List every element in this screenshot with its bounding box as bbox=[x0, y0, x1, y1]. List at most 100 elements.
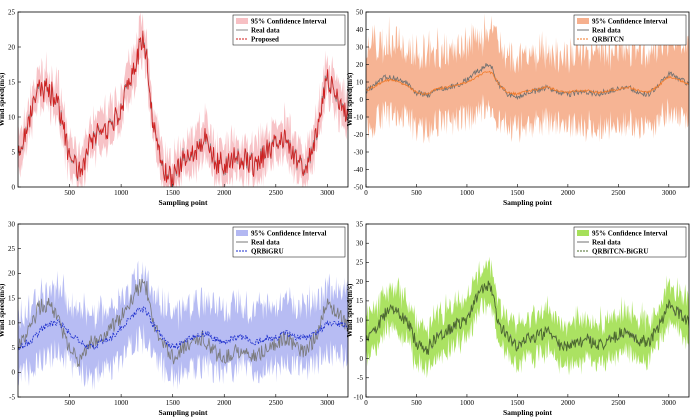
y-tick-label: 5 bbox=[360, 336, 364, 344]
prediction-line bbox=[366, 70, 689, 97]
y-tick-label: 5 bbox=[12, 344, 16, 352]
x-tick-label: 3000 bbox=[662, 189, 677, 197]
confidence-band bbox=[366, 256, 689, 379]
x-tick-label: 2000 bbox=[561, 399, 576, 407]
x-tick-label: 2000 bbox=[561, 189, 576, 197]
y-tick-label: 0 bbox=[12, 183, 16, 191]
x-axis-label: Sampling point bbox=[503, 198, 552, 207]
x-tick-label: 1500 bbox=[510, 399, 525, 407]
legend-swatch-band bbox=[577, 230, 589, 236]
legend-entry: QRBiTCN-BiGRU bbox=[592, 248, 648, 256]
legend-box bbox=[232, 14, 346, 46]
legend-box bbox=[573, 226, 687, 258]
y-tick-label: 20 bbox=[8, 43, 16, 51]
x-tick-label: 0 bbox=[364, 399, 368, 407]
x-tick-label: 2000 bbox=[217, 189, 232, 197]
x-tick-label: 1000 bbox=[114, 189, 129, 197]
x-tick-label: 1000 bbox=[460, 189, 475, 197]
y-tick-label: 50 bbox=[356, 8, 364, 16]
prediction-line bbox=[366, 280, 689, 355]
y-tick-label: 15 bbox=[356, 297, 364, 305]
x-tick-label: 1500 bbox=[166, 189, 181, 197]
y-tick-label: 0 bbox=[360, 355, 364, 363]
prediction-line bbox=[18, 30, 348, 187]
x-tick-label: 3000 bbox=[320, 189, 335, 197]
legend-entry: Real data bbox=[592, 239, 621, 247]
x-axis-label: Sampling point bbox=[159, 198, 208, 207]
plot-area bbox=[366, 13, 689, 144]
x-tick-label: 500 bbox=[64, 399, 75, 407]
subplot-top-left: 500 1000 1500 2000 2500 3000 0 5 10 15 20 25 Samplin… bbox=[0, 8, 349, 207]
y-tick-label: -20 bbox=[354, 131, 364, 139]
y-tick-label: -50 bbox=[354, 183, 364, 191]
legend-entry: Real data bbox=[251, 239, 280, 247]
plot-area bbox=[18, 12, 348, 187]
x-tick-label: 3000 bbox=[320, 399, 335, 407]
legend-entry: 95% Confidence Interval bbox=[251, 230, 326, 238]
subplot-bottom-right: 0 500 1000 1500 2000 2500 3000 -10 -5 0 5 10 15 20 25 3… bbox=[345, 220, 690, 417]
y-tick-label: 15 bbox=[8, 78, 16, 86]
y-axis-label: Wind speed(m/s) bbox=[345, 283, 354, 337]
x-tick-label: 2000 bbox=[217, 399, 232, 407]
y-tick-label: 25 bbox=[8, 245, 16, 253]
y-tick-label: 35 bbox=[356, 220, 364, 228]
x-tick-label: 1500 bbox=[510, 189, 525, 197]
real-data-line bbox=[18, 278, 348, 368]
x-tick-label: 500 bbox=[411, 399, 422, 407]
legend-box bbox=[232, 226, 346, 258]
y-axis-label: Wind speed(m/s) bbox=[0, 283, 6, 337]
x-tick-label: 3000 bbox=[662, 399, 677, 407]
prediction-line bbox=[18, 305, 348, 351]
confidence-band bbox=[18, 12, 348, 187]
legend-entry: QRBiTCN bbox=[592, 36, 624, 44]
x-tick-label: 1000 bbox=[114, 399, 129, 407]
plot-area bbox=[18, 260, 348, 391]
y-tick-label: -5 bbox=[357, 374, 363, 382]
axes-frame bbox=[365, 223, 690, 398]
y-tick-label: 20 bbox=[356, 278, 364, 286]
x-tick-label: 2500 bbox=[269, 189, 284, 197]
y-tick-label: 25 bbox=[356, 259, 364, 267]
y-tick-label: 30 bbox=[356, 43, 364, 51]
y-tick-label: 30 bbox=[356, 240, 364, 248]
x-tick-label: 0 bbox=[364, 189, 368, 197]
legend-entry: Real data bbox=[592, 27, 621, 35]
subplot-bottom-left: 500 1000 1500 2000 2500 3000 -5 0 5 10 15 20 25 30 Sam… bbox=[0, 220, 349, 417]
legend-entry: 95% Confidence Interval bbox=[592, 18, 667, 26]
axes-frame bbox=[17, 11, 349, 188]
y-tick-label: 40 bbox=[356, 26, 364, 34]
y-tick-label: -10 bbox=[354, 113, 364, 121]
legend-swatch-band bbox=[236, 18, 248, 24]
y-tick-label: 10 bbox=[356, 78, 364, 86]
y-tick-label: 20 bbox=[356, 61, 364, 69]
y-tick-label: 5 bbox=[12, 148, 16, 156]
y-axis-label: Wind speed(m/s) bbox=[345, 72, 354, 126]
x-tick-label: 2500 bbox=[269, 399, 284, 407]
y-tick-label: 10 bbox=[8, 113, 16, 121]
x-tick-label: 500 bbox=[64, 189, 75, 197]
legend-entry: Real data bbox=[251, 27, 280, 35]
legend-entry: QRBiGRU bbox=[251, 248, 284, 256]
y-axis-label: Wind speed(m/s) bbox=[0, 72, 6, 126]
y-tick-label: -10 bbox=[354, 393, 364, 401]
y-tick-label: 20 bbox=[8, 270, 16, 278]
y-tick-label: -30 bbox=[354, 148, 364, 156]
legend-entry: 95% Confidence Interval bbox=[251, 18, 326, 26]
y-tick-label: 15 bbox=[8, 294, 16, 302]
legend-box bbox=[573, 14, 687, 46]
x-tick-label: 1500 bbox=[166, 399, 181, 407]
confidence-band bbox=[18, 260, 348, 391]
subplot-top-right: 0 500 1000 1500 2000 2500 3000 -50 -40 -30 -20 -10 0… bbox=[345, 8, 690, 207]
x-tick-label: 2500 bbox=[611, 189, 626, 197]
legend-entry: 95% Confidence Interval bbox=[592, 230, 667, 238]
y-tick-label: -40 bbox=[354, 166, 364, 174]
x-tick-label: 2500 bbox=[611, 399, 626, 407]
y-tick-label: 30 bbox=[8, 220, 16, 228]
legend-entry: Proposed bbox=[251, 36, 279, 44]
x-tick-label: 1000 bbox=[460, 399, 475, 407]
legend-swatch-band bbox=[236, 230, 248, 236]
axes-frame bbox=[17, 223, 349, 398]
